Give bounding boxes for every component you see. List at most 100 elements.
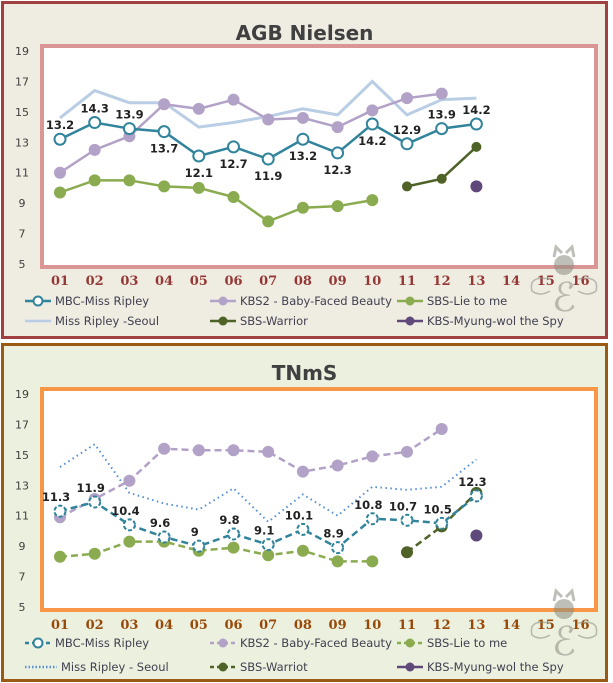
agb-nielsen-panel: AGB Nielsen 5 7 9 11 13 15 17 19 01 02 03 04 05 06 07 0… [1, 1, 608, 339]
data-point [88, 547, 101, 560]
y-tick-label: 5 [19, 258, 26, 271]
x-tick-label: 03 [120, 274, 138, 289]
series-line [59, 442, 478, 524]
x-tick-label: 06 [224, 618, 242, 633]
data-label: 12.3 [458, 475, 486, 489]
data-label: 13.2 [289, 149, 317, 163]
x-tick-label: 05 [190, 618, 208, 633]
x-tick-label: 02 [86, 618, 104, 633]
data-point [471, 141, 482, 152]
data-point [331, 200, 344, 213]
data-point [53, 132, 67, 146]
legend-swatch-icon [25, 295, 51, 307]
data-point [157, 530, 171, 544]
data-label: 10.1 [285, 508, 313, 522]
x-tick-label: 07 [259, 618, 277, 633]
x-tick-label: 02 [86, 274, 104, 289]
data-point [366, 104, 379, 117]
series-line [59, 92, 442, 174]
data-point [261, 152, 275, 166]
data-point [158, 442, 171, 455]
data-point [365, 117, 379, 131]
data-label: 13.7 [150, 142, 178, 156]
legend-item: SBS-Warriot [209, 660, 308, 674]
data-point [88, 116, 102, 130]
owl-logo: ℰ [530, 243, 598, 321]
legend-item: KBS-Myung-wol the Spy [396, 660, 564, 674]
data-point [435, 516, 449, 530]
data-label: 14.2 [358, 134, 386, 148]
legend-swatch-icon [210, 638, 236, 648]
data-point [192, 444, 205, 457]
y-tick-label: 19 [15, 388, 29, 401]
y-tick-label: 17 [15, 75, 29, 88]
y-tick-label: 5 [19, 601, 26, 614]
data-point [227, 93, 240, 106]
legend-item: Miss Ripley -Seoul [24, 314, 159, 328]
series-line [406, 491, 478, 554]
legend-swatch-icon [210, 662, 236, 672]
legend-swatch-icon [25, 319, 51, 323]
data-point [401, 92, 413, 105]
legend-swatch-icon [397, 662, 423, 672]
data-point [123, 174, 136, 187]
data-point [88, 143, 101, 156]
data-point [400, 513, 414, 527]
legend-swatch-icon [25, 665, 57, 669]
data-point [400, 137, 414, 151]
legend-swatch-icon [210, 296, 236, 306]
data-label: 10.8 [354, 498, 382, 512]
x-tick-label: 08 [294, 618, 312, 633]
data-point [192, 149, 206, 163]
data-label: 13.9 [428, 108, 456, 122]
data-point [331, 121, 344, 134]
y-tick-label: 17 [15, 418, 29, 431]
y-tick-label: 11 [15, 167, 29, 180]
data-point [227, 191, 240, 204]
data-point [123, 474, 136, 487]
data-point [296, 132, 310, 146]
y-tick-label: 11 [15, 510, 29, 523]
data-point [470, 180, 483, 193]
x-tick-label: 10 [363, 618, 381, 633]
data-point [366, 194, 379, 207]
legend-label: SBS-Lie to me [427, 636, 508, 650]
data-point [331, 459, 344, 472]
data-point [158, 180, 171, 193]
owl-ears [552, 587, 576, 602]
owl-wings [530, 621, 598, 639]
data-label: 9.1 [254, 524, 274, 538]
x-tick-label: 14 [502, 274, 520, 289]
data-label: 11.3 [42, 490, 70, 504]
data-label: 12.1 [185, 166, 213, 180]
y-tick-label: 9 [19, 540, 26, 553]
series-line [59, 179, 373, 223]
data-label: 11.9 [77, 481, 105, 495]
x-tick-label: 11 [398, 618, 416, 633]
x-tick-label: 12 [433, 618, 451, 633]
x-tick-label: 14 [502, 618, 520, 633]
data-point [262, 549, 275, 562]
legend-swatch-icon [25, 637, 51, 649]
data-point [296, 111, 309, 124]
data-point [158, 98, 171, 111]
legend-item: MBC-Miss Ripley [24, 294, 149, 308]
data-point [402, 181, 412, 192]
legend-label: SBS-Warrior [240, 314, 308, 328]
data-label: 10.4 [111, 504, 139, 518]
data-point [192, 539, 206, 553]
data-point [365, 512, 379, 526]
data-point [227, 527, 240, 541]
data-point [192, 181, 205, 194]
x-tick-label: 12 [433, 274, 451, 289]
plot-area [40, 44, 598, 269]
legend-item: SBS-Lie to me [396, 636, 507, 650]
chart-title: AGB Nielsen [235, 21, 374, 45]
data-label: 14.2 [462, 103, 490, 117]
legend-swatch-icon [397, 316, 423, 326]
x-tick-label: 01 [51, 274, 69, 289]
x-tick-label: 01 [51, 618, 69, 633]
legend-swatch-icon [210, 316, 236, 326]
chart-svg: 5 7 9 11 13 15 17 19 01 02 03 04 05 06 07 08 09 10 11 12 13 1… [15, 387, 598, 665]
chart-svg: 5 7 9 11 13 15 17 19 01 02 03 04 05 06 07 08 09 10 11 12 13 1… [15, 44, 598, 321]
